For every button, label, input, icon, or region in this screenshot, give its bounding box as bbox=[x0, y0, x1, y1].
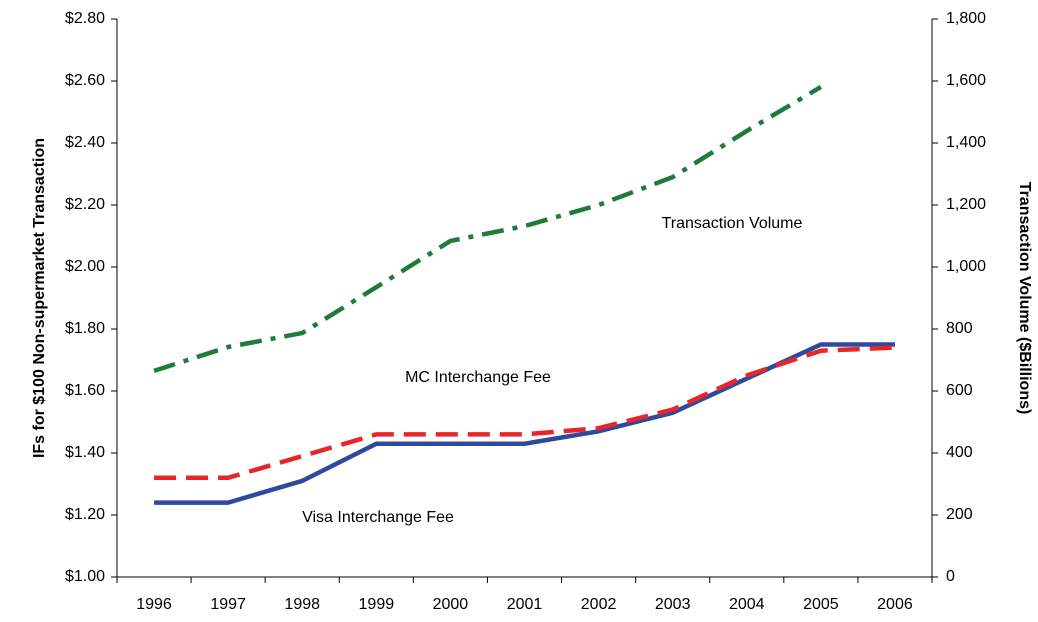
y2-tick-label: 1,600 bbox=[946, 72, 986, 89]
y-tick-label: $2.00 bbox=[65, 258, 105, 275]
y2-axis-title: Transaction Volume ($Billions) bbox=[1016, 182, 1033, 415]
y2-tick-label: 600 bbox=[946, 382, 973, 399]
x-tick-label: 2006 bbox=[877, 596, 913, 613]
y2-tick-label: 400 bbox=[946, 444, 973, 461]
y-tick-label: $2.80 bbox=[65, 10, 105, 27]
x-tick-label: 1997 bbox=[210, 596, 246, 613]
y-tick-label: $1.00 bbox=[65, 568, 105, 585]
x-tick-label: 2001 bbox=[507, 596, 543, 613]
series-label: MC Interchange Fee bbox=[405, 369, 551, 386]
x-tick-label: 1998 bbox=[284, 596, 320, 613]
y2-tick-label: 1,200 bbox=[946, 196, 986, 213]
y-tick-label: $2.40 bbox=[65, 134, 105, 151]
x-tick-label: 1999 bbox=[359, 596, 395, 613]
series-line bbox=[154, 342, 895, 505]
y2-tick-label: 200 bbox=[946, 506, 973, 523]
x-tick-label: 2003 bbox=[655, 596, 691, 613]
x-tick-label: 1996 bbox=[136, 596, 172, 613]
y2-tick-label: 1,400 bbox=[946, 134, 986, 151]
x-tick-label: 2002 bbox=[581, 596, 617, 613]
y2-tick-label: 0 bbox=[946, 568, 955, 585]
x-tick-label: 2000 bbox=[433, 596, 469, 613]
y2-tick-label: 1,800 bbox=[946, 10, 986, 27]
y-tick-label: $1.20 bbox=[65, 506, 105, 523]
y2-tick-label: 800 bbox=[946, 320, 973, 337]
x-tick-label: 2004 bbox=[729, 596, 765, 613]
x-tick-label: 2005 bbox=[803, 596, 839, 613]
series-line bbox=[153, 84, 823, 373]
y-tick-label: $1.40 bbox=[65, 444, 105, 461]
y-tick-label: $1.60 bbox=[65, 382, 105, 399]
y-tick-label: $1.80 bbox=[65, 320, 105, 337]
series-label: Visa Interchange Fee bbox=[302, 509, 454, 526]
y-tick-label: $2.20 bbox=[65, 196, 105, 213]
y2-tick-label: 1,000 bbox=[946, 258, 986, 275]
y-tick-label: $2.60 bbox=[65, 72, 105, 89]
series-label: Transaction Volume bbox=[662, 215, 803, 232]
series-line bbox=[154, 345, 896, 481]
y-axis-title: IFs for $100 Non-supermarket Transaction bbox=[31, 138, 48, 458]
